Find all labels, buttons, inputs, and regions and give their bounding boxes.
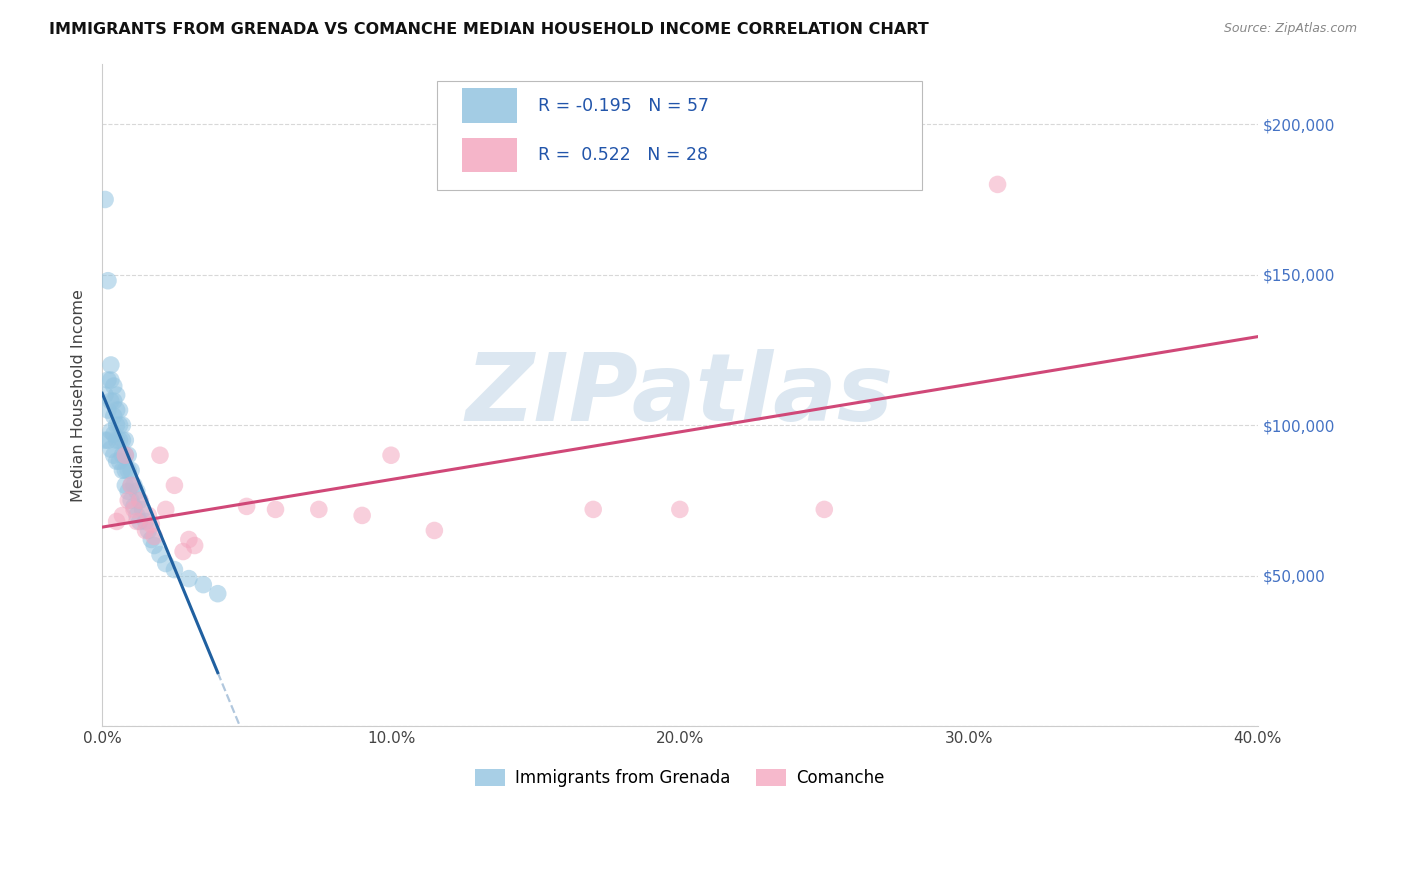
Legend: Immigrants from Grenada, Comanche: Immigrants from Grenada, Comanche — [468, 763, 891, 794]
Point — [128, 515, 150, 529]
Point — [103, 448, 125, 462]
Point — [813, 502, 835, 516]
Point — [143, 529, 166, 543]
Point — [141, 533, 163, 547]
Y-axis label: Median Household Income: Median Household Income — [72, 289, 86, 501]
Text: IMMIGRANTS FROM GRENADA VS COMANCHE MEDIAN HOUSEHOLD INCOME CORRELATION CHART: IMMIGRANTS FROM GRENADA VS COMANCHE MEDI… — [49, 22, 929, 37]
Point — [177, 533, 200, 547]
Point — [120, 493, 142, 508]
Point — [97, 373, 120, 387]
Text: ZIPatlas: ZIPatlas — [465, 349, 894, 441]
Point — [128, 493, 150, 508]
Point — [103, 379, 125, 393]
FancyBboxPatch shape — [437, 80, 922, 190]
Point — [94, 193, 117, 207]
Point — [423, 524, 446, 538]
Point — [135, 515, 157, 529]
Point — [105, 418, 128, 433]
Point — [111, 463, 134, 477]
Point — [135, 524, 157, 538]
Point — [114, 448, 136, 462]
Point — [111, 418, 134, 433]
Point — [100, 373, 122, 387]
Point — [149, 448, 172, 462]
Point — [94, 433, 117, 447]
Point — [111, 508, 134, 523]
Point — [143, 539, 166, 553]
Point — [155, 502, 177, 516]
Point — [111, 433, 134, 447]
Point — [97, 433, 120, 447]
Point — [669, 502, 692, 516]
Point — [141, 517, 163, 532]
Point — [97, 403, 120, 417]
Point — [114, 463, 136, 477]
Text: R = -0.195   N = 57: R = -0.195 N = 57 — [537, 96, 709, 115]
Point — [103, 427, 125, 442]
Point — [177, 572, 200, 586]
Point — [149, 548, 172, 562]
Point — [105, 403, 128, 417]
Point — [114, 478, 136, 492]
Point — [131, 502, 153, 516]
Point — [103, 409, 125, 424]
Point — [100, 442, 122, 457]
Point — [120, 478, 142, 492]
Point — [97, 274, 120, 288]
Point — [100, 358, 122, 372]
Point — [108, 418, 131, 433]
Point — [111, 448, 134, 462]
Point — [125, 508, 148, 523]
Point — [117, 493, 139, 508]
Point — [103, 394, 125, 409]
Point — [308, 502, 330, 516]
Point — [122, 502, 145, 516]
Point — [117, 463, 139, 477]
Point — [108, 403, 131, 417]
Text: Source: ZipAtlas.com: Source: ZipAtlas.com — [1223, 22, 1357, 36]
Point — [155, 557, 177, 571]
Point — [117, 484, 139, 499]
Point — [120, 463, 142, 477]
Point — [193, 577, 215, 591]
Point — [183, 539, 205, 553]
Point — [380, 448, 402, 462]
Point — [125, 484, 148, 499]
Point — [105, 515, 128, 529]
Point — [105, 388, 128, 402]
Point — [352, 508, 374, 523]
Point — [138, 508, 160, 523]
Point — [105, 433, 128, 447]
Point — [138, 524, 160, 538]
Point — [582, 502, 605, 516]
FancyBboxPatch shape — [461, 88, 517, 123]
Point — [108, 433, 131, 447]
Point — [100, 424, 122, 438]
Text: R =  0.522   N = 28: R = 0.522 N = 28 — [537, 146, 707, 164]
Point — [117, 448, 139, 462]
Point — [163, 478, 186, 492]
Point — [163, 563, 186, 577]
Point — [122, 500, 145, 514]
Point — [114, 433, 136, 447]
Point — [94, 388, 117, 402]
Point — [100, 394, 122, 409]
Point — [108, 454, 131, 468]
Point — [207, 587, 229, 601]
Point — [105, 454, 128, 468]
Point — [114, 448, 136, 462]
Point — [128, 493, 150, 508]
Point — [264, 502, 287, 516]
FancyBboxPatch shape — [461, 137, 517, 172]
Point — [125, 515, 148, 529]
Point — [987, 178, 1010, 192]
Point — [120, 478, 142, 492]
Point — [172, 544, 194, 558]
Point — [235, 500, 257, 514]
Point — [122, 478, 145, 492]
